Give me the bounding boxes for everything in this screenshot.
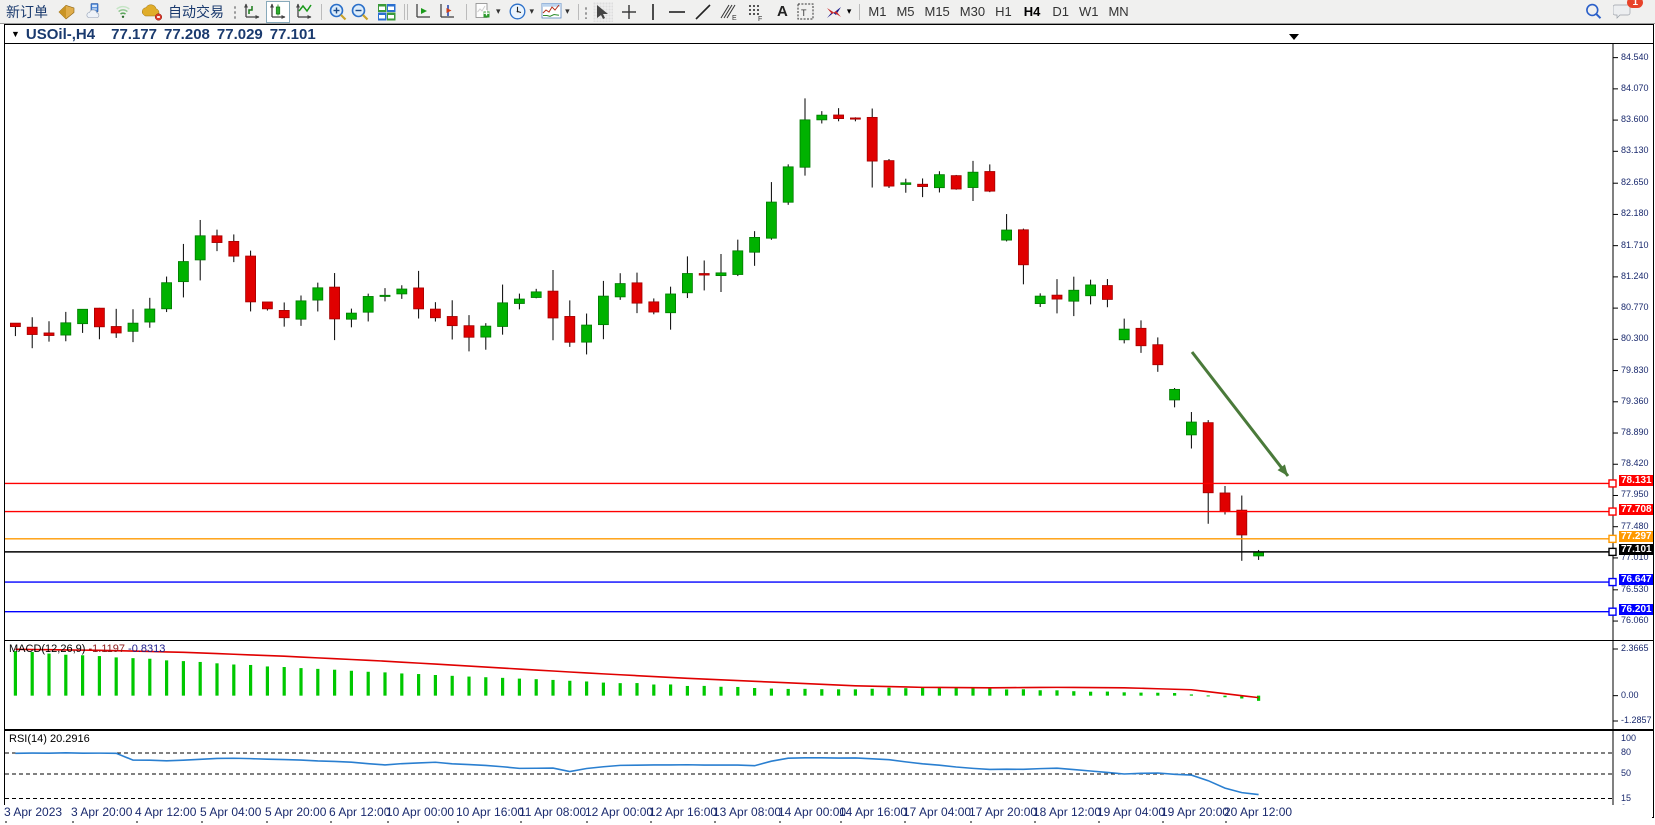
svg-text:F: F — [758, 16, 762, 22]
svg-text:E: E — [732, 15, 737, 22]
svg-text:T: T — [801, 8, 807, 18]
